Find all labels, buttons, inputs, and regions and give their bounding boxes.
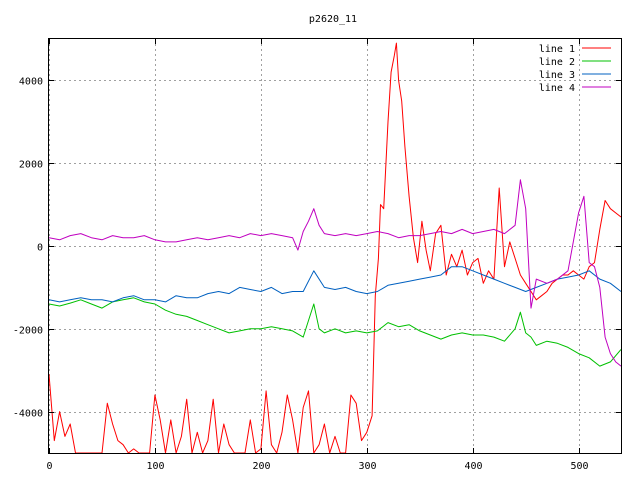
x-tick-label: 400 (464, 461, 482, 472)
y-tick-label: 0 (37, 243, 43, 254)
legend-label: line 4 (539, 83, 575, 94)
x-tick-label: 500 (570, 461, 588, 472)
series-layer (49, 42, 621, 453)
y-tick-label: 4000 (19, 77, 43, 88)
series-line-2 (49, 297, 621, 367)
x-tick-label: 200 (252, 461, 270, 472)
x-tick-label: 100 (146, 461, 164, 472)
legend-label: line 3 (539, 70, 575, 81)
y-tick-label: -4000 (13, 409, 43, 420)
series-line-3 (49, 266, 621, 303)
plot-frame (48, 38, 622, 454)
chart-title: p2620_11 (309, 14, 357, 25)
series-line-1 (49, 42, 621, 453)
series-line-4 (49, 179, 621, 367)
legend-label: line 1 (539, 44, 575, 55)
tick-labels: 0 100 200 300 400 500 -4000 -2000 0 2000 4000 (13, 39, 621, 472)
y-tick-label: -2000 (13, 326, 43, 337)
legend-label: line 2 (539, 57, 575, 68)
x-tick-label: 0 (46, 461, 52, 472)
y-tick-label: 2000 (19, 160, 43, 171)
x-tick-label: 300 (358, 461, 376, 472)
grid (49, 39, 621, 453)
legend: line 1 line 2 line 3 line 4 (539, 44, 611, 94)
